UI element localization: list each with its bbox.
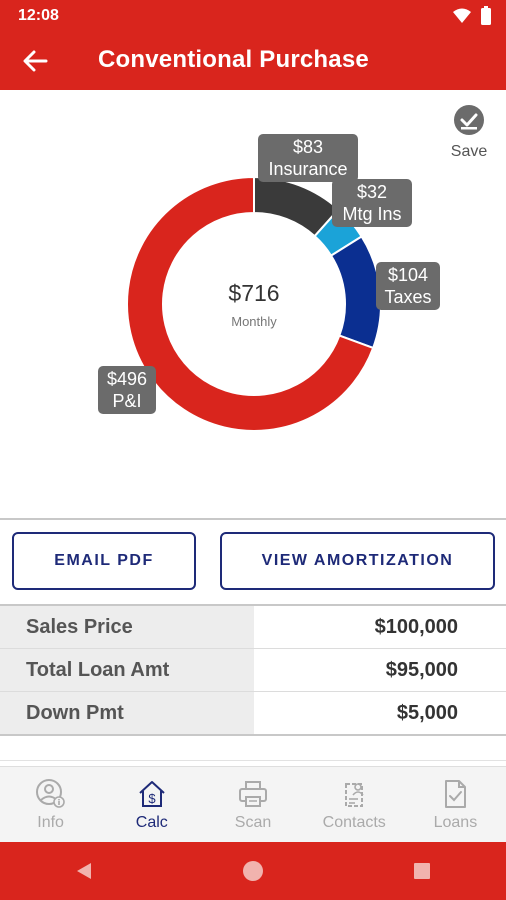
slice-name-insurance: Insurance bbox=[268, 159, 348, 179]
action-buttons: EMAIL PDF VIEW AMORTIZATION bbox=[0, 520, 506, 604]
slice-label-pi: $496 P&I bbox=[98, 366, 156, 414]
table-row: Down Pmt $5,000 bbox=[0, 692, 506, 735]
loan-summary-table: Sales Price $100,000 Total Loan Amt $95,… bbox=[0, 606, 506, 735]
email-pdf-button[interactable]: EMAIL PDF bbox=[12, 532, 196, 590]
slice-label-mtg-ins: $32 Mtg Ins bbox=[332, 179, 412, 227]
slice-name-pi: P&I bbox=[112, 391, 142, 411]
svg-text:$: $ bbox=[148, 791, 156, 806]
slice-value-taxes: $104 bbox=[387, 265, 429, 285]
nav-info-label: Info bbox=[37, 813, 64, 831]
home-dollar-icon: $ bbox=[139, 780, 165, 807]
view-amortization-button[interactable]: VIEW AMORTIZATION bbox=[220, 532, 495, 590]
row-value-down-pmt: $5,000 bbox=[254, 692, 506, 734]
circle-home-icon bbox=[242, 861, 263, 881]
status-icons bbox=[452, 6, 492, 26]
nav-calc[interactable]: $ Calc bbox=[101, 767, 202, 842]
row-label-total-loan: Total Loan Amt bbox=[0, 649, 254, 691]
slice-name-mtg-ins: Mtg Ins bbox=[342, 204, 402, 224]
nav-calc-label: Calc bbox=[135, 813, 168, 831]
system-back-button[interactable] bbox=[64, 851, 104, 891]
divider bbox=[0, 760, 506, 761]
table-row: Total Loan Amt $95,000 bbox=[0, 649, 506, 692]
nav-loans[interactable]: Loans bbox=[405, 767, 506, 842]
slice-value-pi: $496 bbox=[106, 369, 148, 389]
printer-icon bbox=[239, 780, 267, 807]
nav-contacts[interactable]: Contacts bbox=[304, 767, 405, 842]
nav-contacts-label: Contacts bbox=[322, 813, 386, 831]
contacts-icon bbox=[345, 782, 364, 807]
nav-loans-label: Loans bbox=[433, 813, 478, 831]
wifi-icon bbox=[453, 8, 471, 23]
document-check-icon bbox=[445, 779, 467, 808]
slice-label-insurance: $83 Insurance bbox=[258, 134, 358, 182]
nav-scan-label: Scan bbox=[234, 813, 272, 831]
nav-info[interactable]: Info bbox=[0, 767, 101, 842]
save-check-icon bbox=[454, 105, 484, 135]
slice-value-insurance: $83 bbox=[292, 137, 324, 157]
monthly-total: $716 bbox=[228, 280, 280, 306]
app-bar: Conventional Purchase bbox=[0, 32, 506, 90]
donut-slice-taxes[interactable] bbox=[329, 235, 382, 350]
back-button[interactable] bbox=[20, 46, 50, 76]
donut-chart bbox=[126, 175, 382, 432]
divider bbox=[0, 734, 506, 736]
info-user-icon bbox=[35, 778, 65, 808]
save-button[interactable]: Save bbox=[444, 104, 494, 161]
status-time: 12:08 bbox=[18, 7, 59, 24]
slice-value-mtg-ins: $32 bbox=[356, 182, 388, 202]
row-value-sales-price: $100,000 bbox=[254, 606, 506, 648]
divider bbox=[0, 604, 506, 606]
square-recents-icon bbox=[413, 863, 430, 879]
nav-scan[interactable]: Scan bbox=[202, 767, 303, 842]
arrow-left-icon bbox=[23, 50, 48, 72]
slice-name-taxes: Taxes bbox=[384, 287, 432, 307]
payment-chart-area: Save $716 Monthly $83 Insurance $32 Mtg … bbox=[0, 90, 506, 520]
divider bbox=[0, 518, 506, 520]
save-label: Save bbox=[450, 143, 488, 160]
row-label-down-pmt: Down Pmt bbox=[0, 692, 254, 734]
system-nav-bar bbox=[0, 842, 506, 900]
monthly-label: Monthly bbox=[231, 314, 277, 329]
system-home-button[interactable] bbox=[233, 851, 273, 891]
row-value-total-loan: $95,000 bbox=[254, 649, 506, 691]
row-label-sales-price: Sales Price bbox=[0, 606, 254, 648]
triangle-back-icon bbox=[77, 863, 92, 879]
page-title: Conventional Purchase bbox=[98, 46, 369, 73]
slice-label-taxes: $104 Taxes bbox=[376, 262, 440, 310]
donut-slice-p-i[interactable] bbox=[126, 175, 375, 432]
status-bar: 12:08 bbox=[0, 0, 506, 32]
table-row: Sales Price $100,000 bbox=[0, 606, 506, 649]
system-recents-button[interactable] bbox=[402, 851, 442, 891]
battery-icon bbox=[481, 6, 491, 25]
bottom-nav: Info $ Calc Scan Contacts bbox=[0, 766, 506, 842]
